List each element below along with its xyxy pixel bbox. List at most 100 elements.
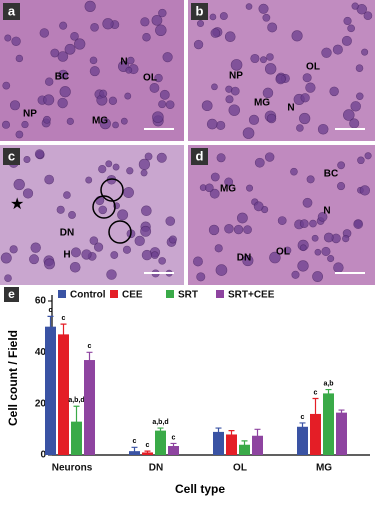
micrograph-label: OL <box>143 73 157 84</box>
nucleus <box>30 242 41 253</box>
nucleus <box>85 176 93 184</box>
nucleus <box>15 130 24 139</box>
nucleus <box>66 117 74 125</box>
nucleus <box>70 31 79 41</box>
nucleus <box>332 44 343 55</box>
panel-letter-box <box>191 3 208 20</box>
nucleus <box>159 89 170 100</box>
nucleus <box>13 178 25 191</box>
nucleus <box>230 59 243 71</box>
micrograph-bg <box>0 145 184 285</box>
x-tick-label: Neurons <box>52 463 93 474</box>
nucleus <box>210 172 220 182</box>
nucleus <box>321 47 332 58</box>
micrograph-label: N <box>323 206 330 217</box>
nucleus <box>142 32 151 42</box>
significance-label: c <box>88 343 92 350</box>
micrograph-label: NP <box>229 71 243 82</box>
nucleus <box>350 101 361 112</box>
micrograph-label: MG <box>254 98 270 109</box>
nucleus <box>90 23 99 32</box>
error-bar <box>73 405 80 438</box>
nucleus <box>158 100 167 109</box>
nucleus <box>309 219 317 228</box>
nucleus <box>291 30 303 42</box>
nucleus <box>56 205 65 214</box>
panel-letter: c <box>8 148 15 163</box>
nucleus <box>98 165 107 174</box>
error-bar <box>312 397 319 430</box>
error-bar <box>157 427 164 434</box>
nucleus <box>108 96 118 105</box>
nucleus <box>89 56 98 65</box>
panel-letter-box <box>4 287 19 302</box>
significance-label: a,b,d <box>152 419 168 426</box>
nucleus <box>149 83 160 93</box>
micrograph: c DN H <box>0 145 184 285</box>
panel-letter-box <box>191 148 208 165</box>
nucleus <box>98 205 108 215</box>
nucleus <box>260 56 267 64</box>
x-tick-label: MG <box>316 463 332 474</box>
nucleus <box>193 256 203 267</box>
nucleus <box>39 28 50 38</box>
micrograph-label: OL <box>306 62 320 73</box>
nucleus <box>89 236 99 245</box>
legend-swatch <box>58 290 66 298</box>
micrograph-label: N <box>287 103 294 114</box>
nucleus <box>262 87 274 99</box>
significance-label: a,b,d <box>68 397 84 404</box>
bar <box>252 435 263 455</box>
nucleus <box>57 51 69 62</box>
nucleus <box>267 22 278 33</box>
nucleus <box>99 89 108 98</box>
micrograph-label: N <box>120 57 127 68</box>
circle-marker <box>108 220 132 244</box>
nucleus <box>327 255 335 263</box>
nucleus <box>245 3 253 10</box>
nucleus <box>297 260 309 272</box>
nucleus <box>21 120 29 129</box>
bar <box>226 434 237 455</box>
nucleus <box>233 224 244 235</box>
nucleus <box>323 232 334 243</box>
nucleus <box>283 246 292 255</box>
nucleus <box>264 152 275 162</box>
micrograph-label: DN <box>60 228 74 239</box>
nucleus <box>361 48 369 56</box>
nucleus <box>299 244 307 252</box>
nucleus <box>216 120 226 130</box>
nucleus <box>89 66 100 77</box>
nucleus <box>277 216 287 225</box>
nucleus <box>110 251 119 259</box>
nucleus <box>242 127 255 139</box>
significance-label: a,b <box>323 380 333 387</box>
error-bar <box>86 351 93 368</box>
nucleus <box>102 18 114 30</box>
nucleus <box>246 184 254 192</box>
micrograph-label: NP <box>23 109 37 120</box>
nucleus <box>302 73 312 83</box>
nucleus <box>22 188 34 199</box>
nucleus <box>93 242 104 252</box>
nucleus <box>151 251 159 259</box>
nucleus <box>162 52 173 63</box>
significance-label: c <box>301 414 305 421</box>
star-symbol: ★ <box>10 196 24 213</box>
nucleus <box>155 24 167 36</box>
nucleus <box>312 271 324 282</box>
micrograph: a BC N OL NP MG <box>0 0 184 141</box>
nucleus <box>264 63 277 75</box>
nucleus <box>209 13 217 21</box>
nucleus <box>112 163 120 171</box>
nucleus <box>228 104 241 116</box>
legend-swatch <box>166 290 174 298</box>
nucleus <box>364 152 372 160</box>
significance-label: c <box>62 315 66 322</box>
nucleus <box>210 28 221 38</box>
panel-letter: e <box>8 287 15 301</box>
legend-label: Control <box>70 290 106 301</box>
nucleus <box>356 92 364 101</box>
nucleus <box>342 234 350 243</box>
error-bar <box>254 428 261 443</box>
